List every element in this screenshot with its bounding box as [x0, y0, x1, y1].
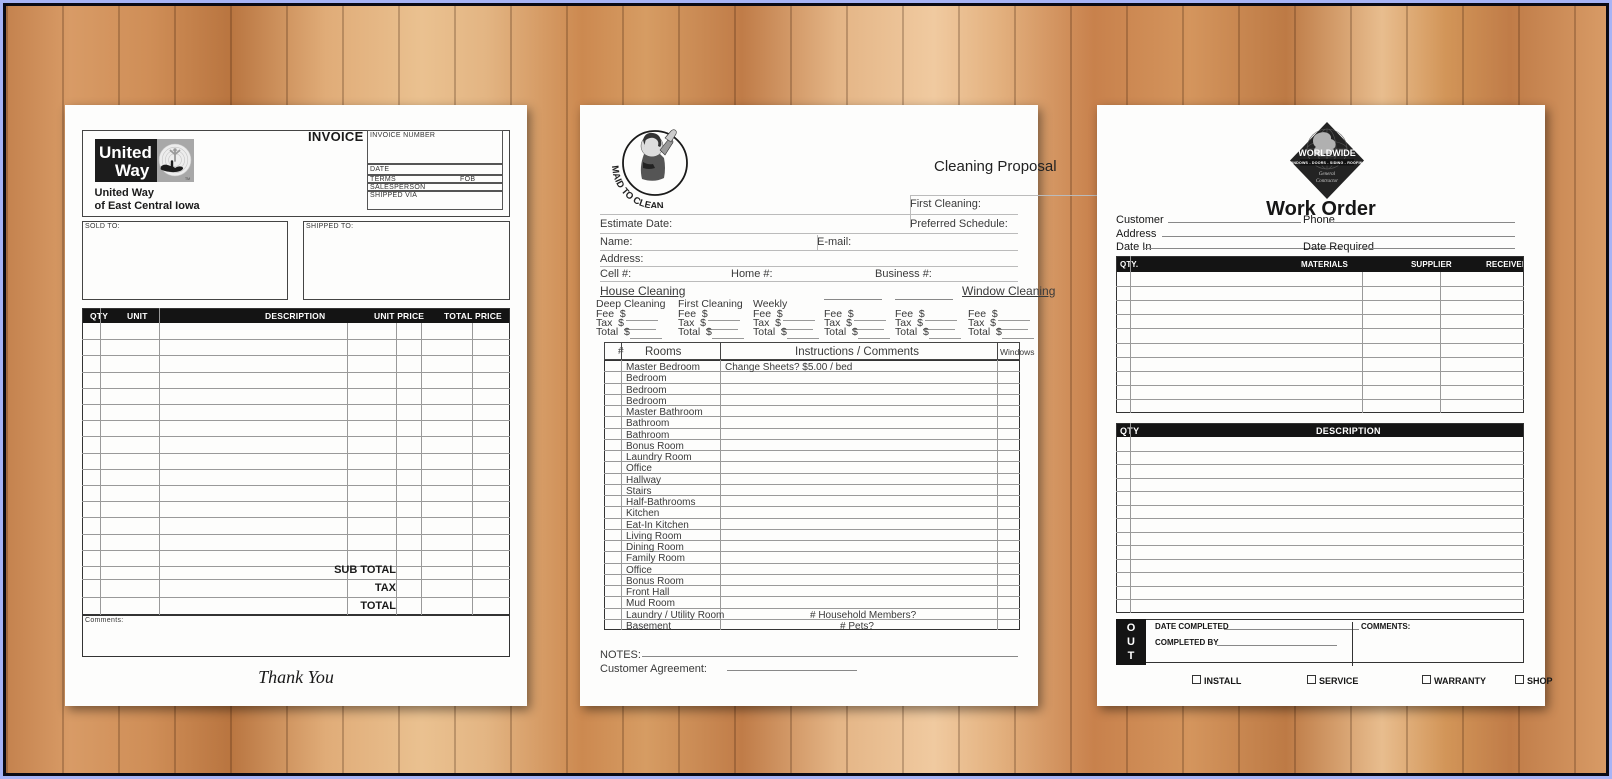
- svg-text:United: United: [99, 143, 152, 162]
- svg-text:General: General: [1319, 172, 1336, 177]
- svg-text:WINDOWS - DOORS - SIDING - ROO: WINDOWS - DOORS - SIDING - ROOFING: [1290, 161, 1364, 165]
- svg-text:TM: TM: [185, 177, 190, 181]
- svg-text:Way: Way: [115, 161, 150, 180]
- svg-text:Contractor: Contractor: [1316, 179, 1338, 184]
- svg-text:WORLDWIDE: WORLDWIDE: [1298, 148, 1356, 158]
